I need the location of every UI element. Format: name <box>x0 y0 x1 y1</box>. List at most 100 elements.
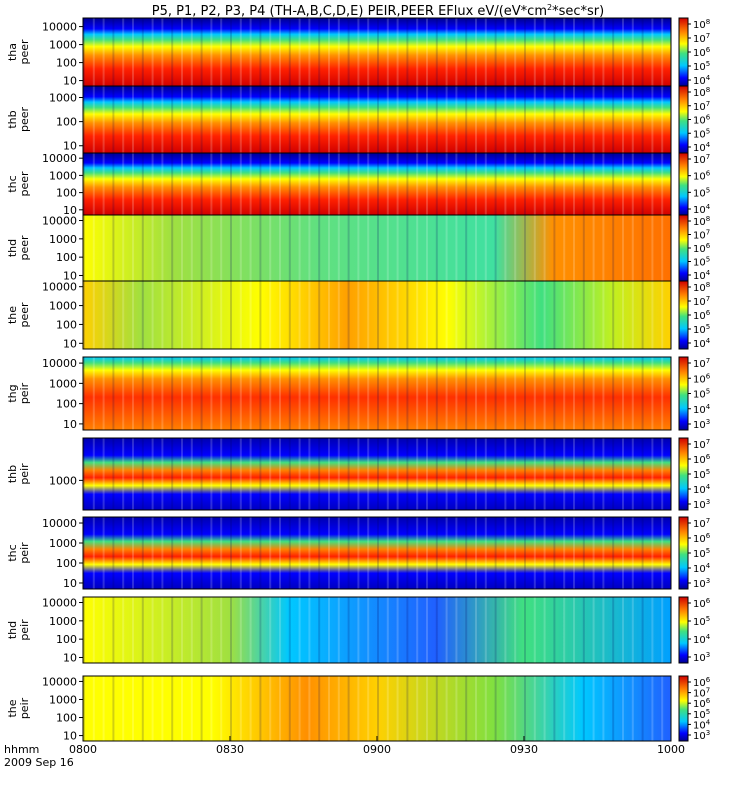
texture-strip <box>141 215 144 281</box>
texture-strip <box>631 215 634 281</box>
texture-strip <box>514 597 517 663</box>
texture-strip <box>357 215 360 281</box>
texture-strip <box>504 597 507 663</box>
spectrogram-image <box>83 215 671 281</box>
texture-strip <box>200 597 203 663</box>
texture-strip <box>337 517 340 589</box>
texture-strip <box>445 517 448 589</box>
colorbar-tick-label: 105 <box>693 60 710 73</box>
texture-strip <box>612 153 615 215</box>
spectrogram-image <box>83 281 671 349</box>
texture-strip <box>132 153 134 215</box>
texture-strip <box>328 438 330 510</box>
colorbar-tick-label: 104 <box>693 269 711 282</box>
texture-strip <box>416 357 419 430</box>
texture-strip <box>386 597 389 663</box>
texture-strip <box>122 357 125 430</box>
texture-strip <box>347 153 350 215</box>
texture-strip <box>318 153 321 215</box>
texture-strip <box>533 676 536 741</box>
spectrogram-image <box>83 438 671 510</box>
texture-strip <box>396 86 399 153</box>
texture-strip <box>249 357 252 430</box>
texture-strip <box>132 215 134 281</box>
texture-strip <box>622 597 624 663</box>
colorbar-tick-label: 107 <box>693 153 710 166</box>
texture-strip <box>259 357 262 430</box>
texture-strip <box>171 357 174 430</box>
time-tick-labels: 0800 0830 0900 0930 1000 <box>69 736 685 756</box>
texture-strip <box>563 153 566 215</box>
y-tick-label: 10 <box>63 577 77 590</box>
texture-strip <box>592 517 595 589</box>
texture-strip <box>416 18 419 86</box>
texture-strip <box>122 153 125 215</box>
texture-strip <box>622 438 624 510</box>
texture-strip <box>249 86 252 153</box>
texture-strip <box>641 281 644 349</box>
texture-strip <box>553 357 556 430</box>
texture-strip <box>602 153 605 215</box>
texture-strip <box>484 86 487 153</box>
texture-strip <box>475 86 477 153</box>
texture-strip <box>504 86 507 153</box>
texture-strip <box>132 281 134 349</box>
texture-strip <box>612 18 615 86</box>
texture-strip <box>445 281 448 349</box>
texture-strip <box>181 215 183 281</box>
texture-strip <box>102 18 105 86</box>
texture-strip <box>396 597 399 663</box>
texture-strip <box>308 215 311 281</box>
colorbar-tick-label: 106 <box>693 114 711 127</box>
texture-strip <box>553 215 556 281</box>
texture-strip <box>445 18 448 86</box>
texture-strip <box>426 18 428 86</box>
texture-strip <box>641 215 644 281</box>
panel-frame <box>82 437 672 511</box>
texture-strip <box>161 597 164 663</box>
texture-strip <box>269 597 272 663</box>
texture-strip <box>171 153 174 215</box>
texture-strip <box>122 676 125 741</box>
texture-strip <box>494 215 497 281</box>
texture-strip <box>592 18 595 86</box>
texture-strip <box>230 86 232 153</box>
texture-strip <box>318 597 321 663</box>
texture-strip <box>171 86 174 153</box>
texture-strip <box>435 597 438 663</box>
y-tick-label: 100 <box>56 57 77 70</box>
texture-strip <box>347 517 350 589</box>
texture-strip <box>651 281 654 349</box>
texture-strip <box>298 438 301 510</box>
texture-strip <box>151 438 154 510</box>
texture-strip <box>357 676 360 741</box>
panel-ylabel: thbpeer <box>6 107 31 133</box>
texture-strip <box>112 153 115 215</box>
spectrogram-image <box>83 676 671 741</box>
texture-strip <box>533 438 536 510</box>
texture-strip <box>249 438 252 510</box>
texture-strip <box>161 281 164 349</box>
texture-strip <box>612 86 615 153</box>
texture-strip <box>141 86 144 153</box>
texture-strip <box>651 357 654 430</box>
texture-strip <box>612 676 615 741</box>
date-label: 2009 Sep 16 <box>4 756 74 769</box>
texture-strip <box>161 86 164 153</box>
texture-strip <box>259 438 262 510</box>
colorbar-tick-label: 105 <box>693 323 710 336</box>
texture-strip <box>622 18 624 86</box>
colorbar-tick-label: 105 <box>693 615 710 628</box>
texture-strip <box>347 438 350 510</box>
texture-strip <box>514 676 517 741</box>
texture-strip <box>318 438 321 510</box>
texture-strip <box>279 86 281 153</box>
texture-strip <box>416 438 419 510</box>
texture-strip <box>622 676 624 741</box>
texture-strip <box>435 438 438 510</box>
texture-strip <box>631 517 634 589</box>
texture-strip <box>200 357 203 430</box>
texture-strip <box>337 281 340 349</box>
